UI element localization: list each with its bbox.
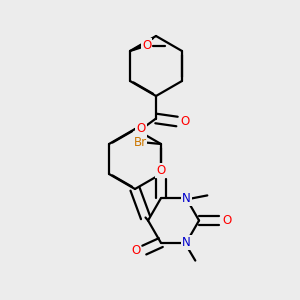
Text: O: O: [181, 115, 190, 128]
Text: N: N: [182, 192, 191, 205]
Text: O: O: [142, 39, 151, 52]
Text: Br: Br: [134, 136, 146, 149]
Text: O: O: [131, 244, 140, 256]
Text: O: O: [222, 214, 232, 227]
Text: O: O: [136, 122, 146, 136]
Text: O: O: [156, 164, 165, 177]
Text: N: N: [182, 236, 191, 249]
